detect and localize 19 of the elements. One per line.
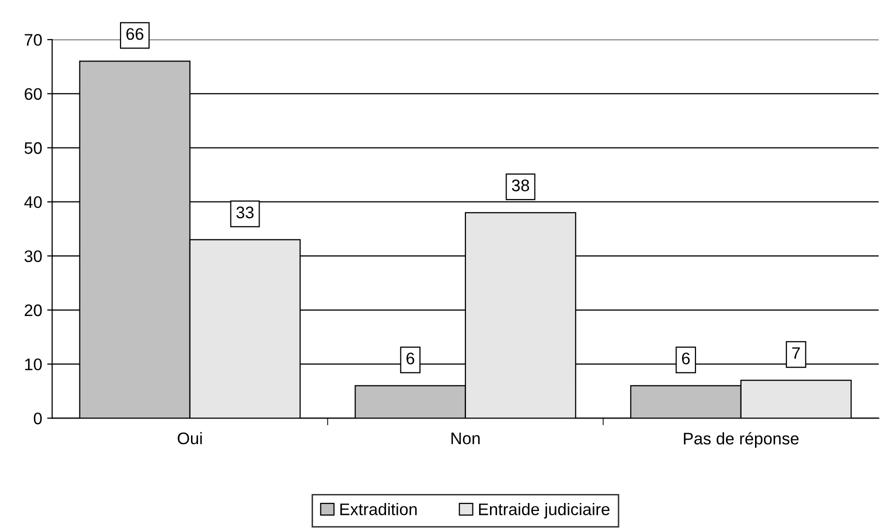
y-tick-label: 40 <box>24 196 42 208</box>
data-label: 66 <box>126 28 144 40</box>
legend-label: Entraide judiciaire <box>479 502 610 519</box>
y-tick-label: 50 <box>24 142 42 154</box>
x-tick-label: Pas de réponse <box>684 432 799 448</box>
data-label: 6 <box>406 352 414 364</box>
x-tick-label: Non <box>452 432 480 444</box>
y-tick-label: 20 <box>24 304 42 316</box>
legend-label: Extradition <box>340 502 417 516</box>
data-label: 33 <box>236 206 254 218</box>
y-tick-label: 30 <box>24 250 42 262</box>
y-tick-label: 60 <box>24 88 42 100</box>
y-tick-label: 70 <box>24 34 42 46</box>
data-label: 6 <box>682 352 690 364</box>
data-label: 38 <box>512 180 530 192</box>
x-tick-label: Oui <box>178 432 202 444</box>
data-label: 7 <box>792 347 800 359</box>
y-tick-label: 0 <box>34 412 42 424</box>
y-tick-label: 10 <box>25 358 42 370</box>
